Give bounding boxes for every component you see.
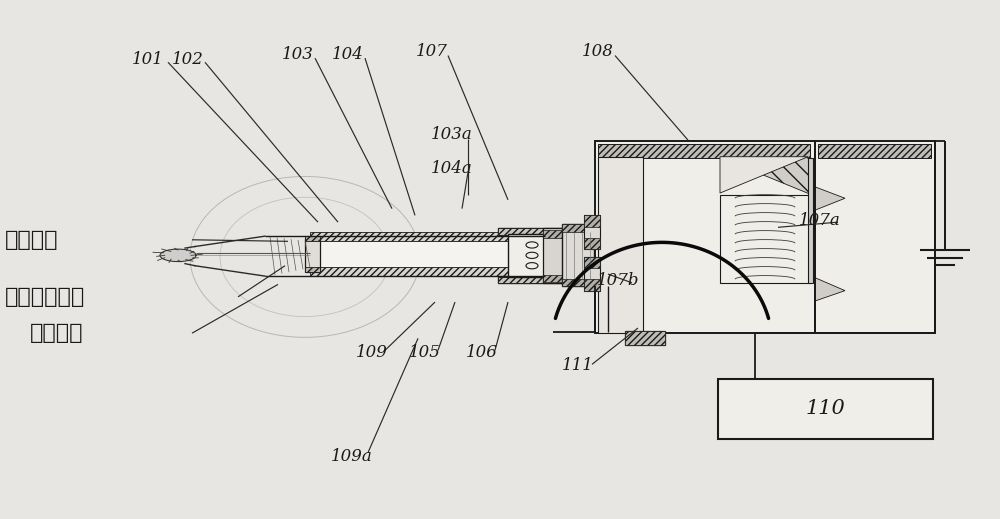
- Text: 107b: 107b: [597, 272, 639, 289]
- Bar: [562, 224, 594, 232]
- Bar: [562, 224, 594, 286]
- Bar: [310, 232, 545, 241]
- Bar: [625, 331, 665, 345]
- Bar: [305, 238, 320, 272]
- Bar: [498, 277, 563, 283]
- Bar: [508, 234, 556, 277]
- Text: 105: 105: [409, 345, 441, 361]
- Polygon shape: [815, 278, 845, 301]
- Bar: [598, 144, 810, 158]
- Bar: [498, 228, 563, 235]
- Bar: [543, 228, 563, 283]
- Bar: [815, 141, 935, 333]
- Text: 111: 111: [562, 358, 594, 374]
- Text: 109a: 109a: [331, 448, 373, 465]
- Bar: [543, 275, 563, 282]
- Text: 106: 106: [466, 345, 498, 361]
- Bar: [598, 157, 643, 333]
- Text: 107a: 107a: [799, 212, 841, 229]
- Bar: [720, 195, 810, 283]
- Bar: [305, 267, 320, 272]
- Bar: [562, 279, 594, 286]
- Polygon shape: [160, 249, 196, 262]
- Bar: [625, 331, 665, 345]
- Text: 107: 107: [416, 44, 448, 60]
- Text: 110: 110: [805, 399, 845, 418]
- Bar: [808, 158, 813, 283]
- Bar: [498, 228, 563, 235]
- Bar: [584, 215, 600, 249]
- Text: 104: 104: [332, 46, 364, 63]
- Bar: [818, 144, 931, 158]
- Text: 101: 101: [132, 51, 164, 68]
- Bar: [498, 277, 563, 283]
- Text: 102: 102: [172, 51, 204, 68]
- Polygon shape: [720, 157, 808, 193]
- Polygon shape: [720, 157, 808, 193]
- Bar: [543, 230, 563, 238]
- Text: 工作区域: 工作区域: [5, 230, 58, 250]
- Text: 103: 103: [282, 46, 314, 63]
- Text: 放电区域: 放电区域: [30, 323, 84, 343]
- Bar: [584, 257, 600, 268]
- Bar: [584, 238, 600, 249]
- Bar: [310, 267, 545, 276]
- Text: 103a: 103a: [431, 127, 473, 143]
- Text: 104a: 104a: [431, 160, 473, 177]
- Text: 等离子体射流: 等离子体射流: [5, 287, 85, 307]
- Bar: [584, 279, 600, 291]
- Bar: [718, 379, 933, 439]
- Bar: [584, 257, 600, 291]
- Text: 108: 108: [582, 44, 614, 60]
- Text: 109: 109: [356, 345, 388, 361]
- Bar: [584, 215, 600, 227]
- Bar: [310, 241, 545, 267]
- Bar: [305, 236, 320, 241]
- Bar: [595, 141, 815, 333]
- Polygon shape: [815, 187, 845, 210]
